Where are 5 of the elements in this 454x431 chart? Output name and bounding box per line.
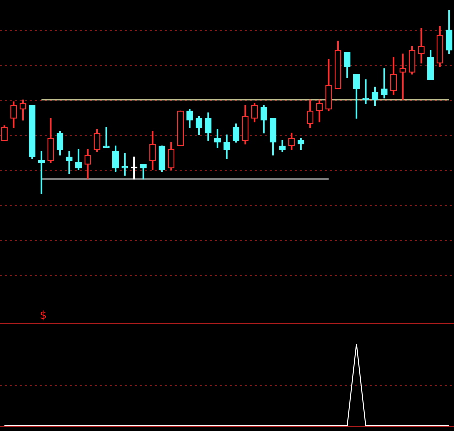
- text: $: [40, 309, 47, 322]
- candlestick: [400, 54, 406, 100]
- candlestick: [66, 151, 73, 174]
- candlestick: [381, 68, 388, 99]
- candlestick: [418, 28, 425, 64]
